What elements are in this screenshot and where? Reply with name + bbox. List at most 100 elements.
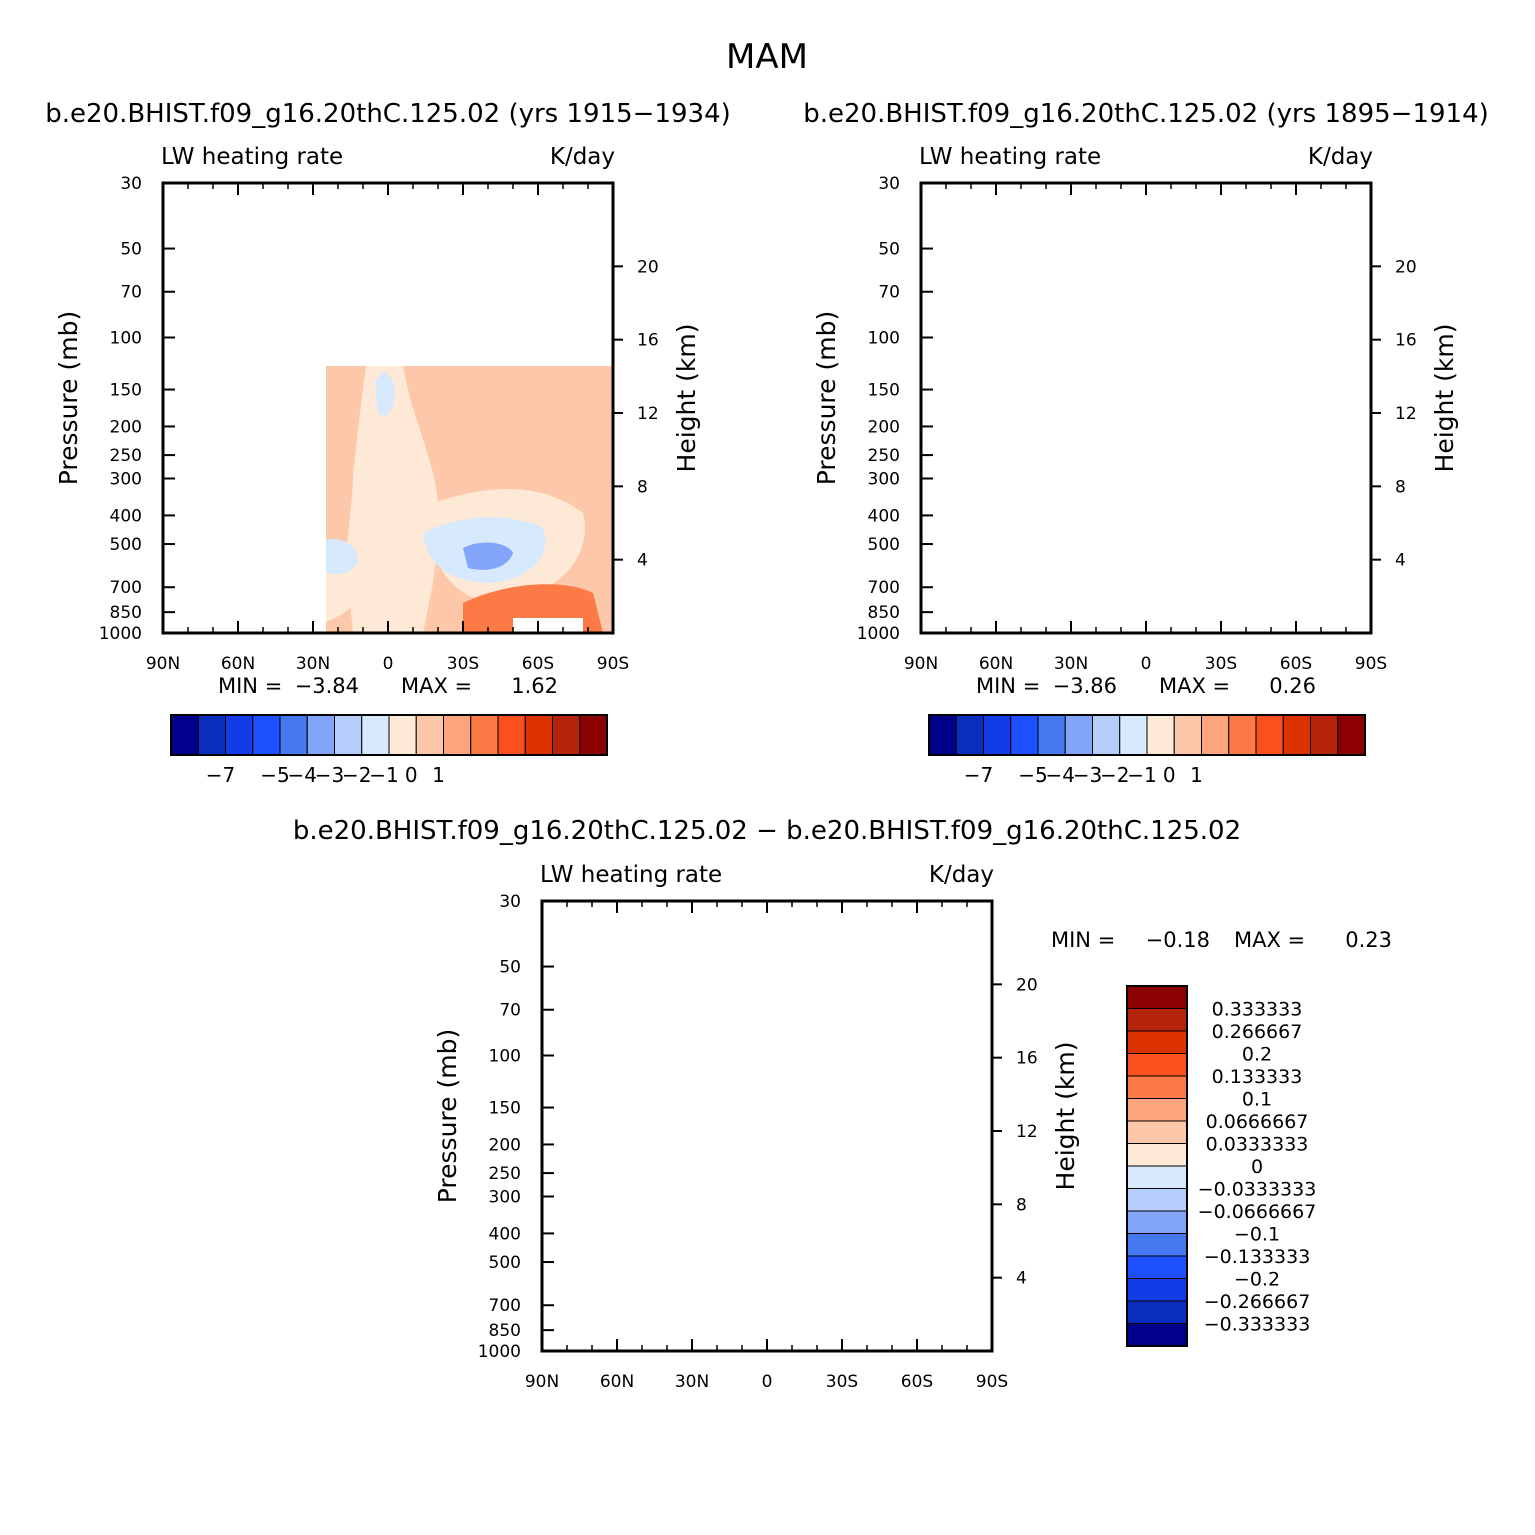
- x-tick-label: 90S: [976, 1372, 1008, 1392]
- y-tick-label: 150: [489, 1099, 521, 1119]
- contour-field: [163, 183, 613, 633]
- x-tick-label: 0: [383, 654, 394, 674]
- colorbar-label: −1: [1127, 763, 1156, 787]
- height-tick-label: 8: [1395, 477, 1406, 497]
- colorbar-label: 0: [405, 763, 418, 787]
- max-value: 0.23: [1345, 928, 1392, 952]
- y-tick-label: 70: [120, 283, 142, 303]
- panel-title: b.e20.BHIST.f09_g16.20thC.125.02 (yrs 19…: [45, 99, 731, 129]
- height-tick-label: 12: [1016, 1122, 1038, 1142]
- y-tick-label: 400: [489, 1224, 521, 1244]
- colorbar-label: −0.133333: [1204, 1246, 1311, 1268]
- colorbar-swatch: [928, 714, 957, 756]
- colorbar-swatch: [1201, 714, 1230, 756]
- x-tick-label: 90S: [1355, 654, 1387, 674]
- height-tick-label: 4: [1395, 551, 1406, 571]
- y-tick-label: 200: [110, 417, 142, 437]
- variable-label: LW heating rate: [540, 862, 722, 888]
- height-tick-label: 16: [1016, 1049, 1038, 1069]
- height-tick-label: 16: [1395, 331, 1417, 351]
- colorbar-label: −0.2: [1234, 1269, 1280, 1291]
- x-tick-label: 30S: [826, 1372, 858, 1392]
- colorbar-swatch: [1146, 714, 1175, 756]
- x-tick-label: 90N: [146, 654, 180, 674]
- colorbar-label: −0.0666667: [1198, 1201, 1317, 1223]
- colorbar-swatch: [579, 714, 608, 756]
- colorbar-swatch: [1310, 714, 1339, 756]
- colorbar-label: 0.0333333: [1206, 1134, 1309, 1156]
- colorbar-label: 0.0666667: [1206, 1111, 1309, 1133]
- colorbar-swatch: [497, 714, 526, 756]
- y-tick-label: 700: [868, 578, 900, 598]
- colorbar-swatch: [1119, 714, 1148, 756]
- colorbar-swatch: [1010, 714, 1039, 756]
- y-tick-label: 850: [110, 603, 142, 623]
- height-axis-label: Height (km): [672, 324, 701, 473]
- colorbar-swatch: [1092, 714, 1121, 756]
- colorbar-swatch: [552, 714, 581, 756]
- y-tick-label: 300: [868, 469, 900, 489]
- y-tick-label: 850: [489, 1321, 521, 1341]
- height-tick-label: 20: [1395, 257, 1417, 277]
- colorbar-label: −7: [964, 763, 993, 787]
- height-tick-label: 12: [1395, 404, 1417, 424]
- y-tick-label: 70: [878, 283, 900, 303]
- x-tick-label: 30N: [1054, 654, 1088, 674]
- units-label: K/day: [1308, 144, 1373, 170]
- x-tick-label: 30S: [1205, 654, 1237, 674]
- colorbar-label: −0.1: [1234, 1224, 1280, 1246]
- variable-label: LW heating rate: [161, 144, 343, 170]
- max-label: MAX =: [1234, 928, 1305, 952]
- colorbar-label: 0.2: [1242, 1044, 1272, 1066]
- colorbar-swatch: [197, 714, 226, 756]
- panel-title: b.e20.BHIST.f09_g16.20thC.125.02 − b.e20…: [293, 816, 1241, 846]
- colorbar-swatch: [1126, 1143, 1188, 1167]
- colorbar-swatch: [1126, 985, 1188, 1009]
- height-tick-label: 12: [637, 404, 659, 424]
- min-value: −3.86: [1053, 674, 1117, 698]
- colorbar-swatch: [1064, 714, 1093, 756]
- min-label: MIN =: [218, 674, 282, 698]
- colorbar-label: 0.266667: [1212, 1021, 1303, 1043]
- colorbar-swatch: [1282, 714, 1311, 756]
- x-tick-label: 90S: [597, 654, 629, 674]
- y-tick-label: 300: [489, 1187, 521, 1207]
- colorbar-frame: [170, 714, 608, 756]
- colorbar-swatch: [524, 714, 553, 756]
- colorbar-swatch: [1126, 1255, 1188, 1279]
- colorbar-swatch: [443, 714, 472, 756]
- colorbar-swatch: [415, 714, 444, 756]
- colorbar-label: 1: [432, 763, 445, 787]
- colorbar-swatch: [1126, 1210, 1188, 1234]
- height-tick-label: 8: [1016, 1195, 1027, 1215]
- colorbar-swatch: [1126, 1233, 1188, 1257]
- colorbar-label: 0.333333: [1212, 999, 1303, 1021]
- height-tick-label: 16: [637, 331, 659, 351]
- colorbar-swatch: [1037, 714, 1066, 756]
- colorbar-swatch: [955, 714, 984, 756]
- contour-field: [921, 183, 1371, 633]
- colorbar-swatch: [1337, 714, 1366, 756]
- colorbar-frame: [928, 714, 1366, 756]
- colorbar-label: −0.0333333: [1198, 1179, 1317, 1201]
- y-tick-label: 200: [489, 1135, 521, 1155]
- colorbar-label: 0: [1251, 1156, 1263, 1178]
- y-tick-label: 50: [499, 958, 521, 978]
- x-tick-label: 90N: [525, 1372, 559, 1392]
- colorbar-swatch: [279, 714, 308, 756]
- colorbar-swatch: [361, 714, 390, 756]
- colorbar-label: −4: [1046, 763, 1075, 787]
- colorbar-label: −4: [288, 763, 317, 787]
- panel-title: b.e20.BHIST.f09_g16.20thC.125.02 (yrs 18…: [803, 99, 1489, 129]
- y-axis-label: Pressure (mb): [812, 311, 841, 485]
- colorbar-swatch: [1126, 1075, 1188, 1099]
- colorbar-label: −1: [369, 763, 398, 787]
- colorbar-swatch: [1126, 1053, 1188, 1077]
- x-tick-label: 60S: [901, 1372, 933, 1392]
- y-tick-label: 30: [878, 174, 900, 194]
- y-tick-label: 500: [110, 535, 142, 555]
- plot-frame: [540, 899, 994, 1353]
- colorbar-swatch: [334, 714, 363, 756]
- colorbar-label: −0.266667: [1204, 1291, 1311, 1313]
